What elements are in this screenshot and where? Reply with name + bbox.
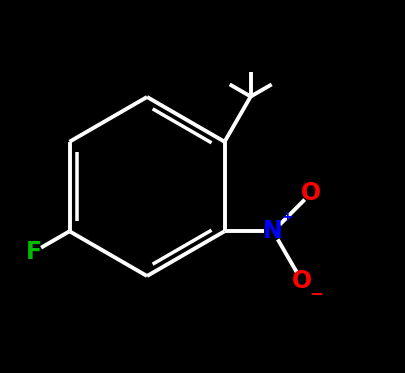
Text: −: − [309, 284, 322, 302]
Text: O: O [301, 181, 321, 205]
Text: N: N [262, 219, 282, 243]
Text: +: + [281, 210, 292, 224]
Text: O: O [291, 269, 311, 293]
Text: F: F [26, 240, 42, 264]
